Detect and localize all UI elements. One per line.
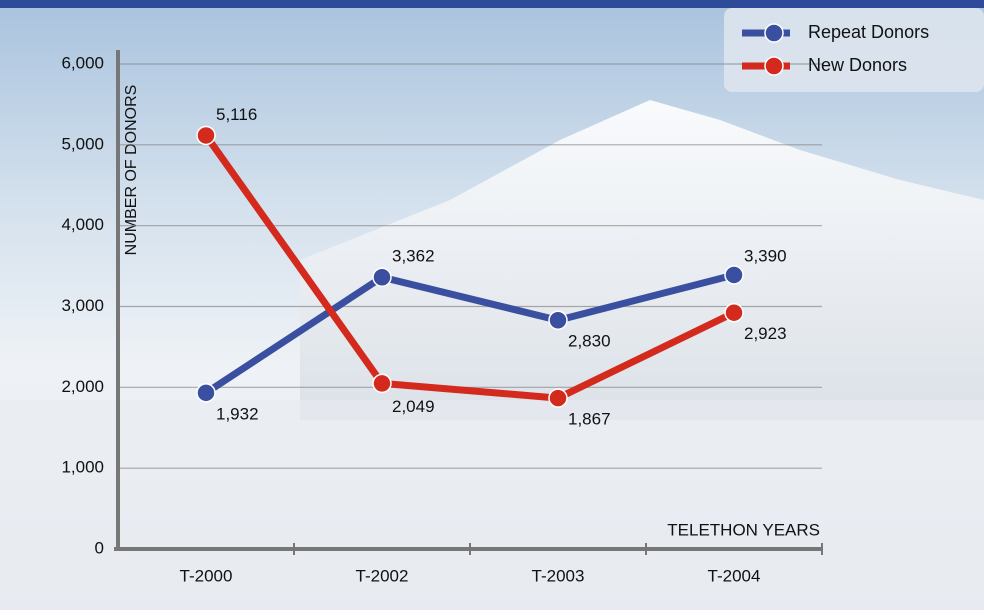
top-bar: [0, 0, 984, 8]
legend-marker: [765, 24, 783, 42]
x-tick-label: T-2000: [180, 566, 233, 585]
data-point: [549, 389, 567, 407]
y-tick-label: 2,000: [61, 377, 104, 396]
x-tick-label: T-2003: [532, 566, 585, 585]
data-point: [725, 304, 743, 322]
y-tick-label: 5,000: [61, 134, 104, 153]
data-point: [373, 268, 391, 286]
value-label: 1,932: [216, 404, 259, 423]
x-axis-title: TELETHON YEARS: [667, 520, 820, 539]
y-tick-label: 1,000: [61, 458, 104, 477]
x-tick-label: T-2002: [356, 566, 409, 585]
haze: [0, 400, 984, 610]
y-tick-label: 3,000: [61, 296, 104, 315]
data-point: [725, 266, 743, 284]
legend-box: [724, 8, 984, 92]
chart: NUMBER OF DONORS TELETHON YEARS 0 1,000 2,…: [0, 0, 984, 610]
y-tick-label: 0: [95, 538, 104, 557]
value-label: 1,867: [568, 410, 611, 429]
value-label: 2,049: [392, 397, 435, 416]
x-tick-label: T-2004: [708, 566, 761, 585]
value-label: 2,923: [744, 324, 787, 343]
y-tick-label: 6,000: [61, 53, 104, 72]
legend-label: New Donors: [808, 55, 907, 75]
value-label: 2,830: [568, 332, 611, 351]
legend-marker: [765, 57, 783, 75]
data-point: [549, 311, 567, 329]
y-tick-label: 4,000: [61, 215, 104, 234]
data-point: [197, 126, 215, 144]
y-axis-title: NUMBER OF DONORS: [123, 85, 140, 256]
value-label: 3,362: [392, 247, 435, 266]
page: NUMBER OF DONORS TELETHON YEARS 0 1,000 2,…: [0, 0, 984, 615]
data-point: [197, 384, 215, 402]
legend-label: Repeat Donors: [808, 22, 929, 42]
value-label: 3,390: [744, 246, 787, 265]
data-point: [373, 374, 391, 392]
value-label: 5,116: [216, 105, 257, 124]
